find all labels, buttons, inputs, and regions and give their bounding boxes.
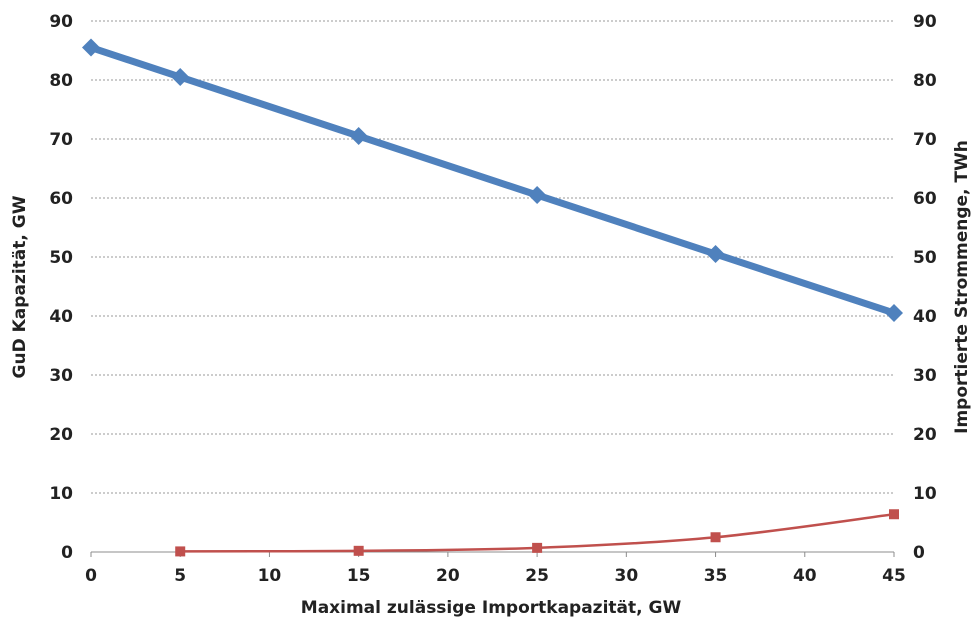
y-left-tick-label: 80 bbox=[49, 71, 73, 91]
data-point bbox=[353, 545, 364, 556]
x-axis-ticks: 0 5 10 15 20 25 30 35 40 45 bbox=[85, 566, 906, 586]
x-tick-label: 20 bbox=[436, 566, 460, 586]
y-axis-right-ticks: 0 10 20 30 40 50 60 70 80 90 bbox=[913, 12, 937, 563]
data-point bbox=[82, 38, 100, 57]
series-line bbox=[89, 44, 896, 317]
y-right-tick-label: 10 bbox=[913, 484, 937, 504]
y-left-tick-label: 70 bbox=[49, 130, 73, 150]
data-point bbox=[349, 127, 368, 146]
y-left-tick-label: 0 bbox=[61, 543, 73, 563]
series-2 bbox=[175, 509, 899, 557]
y-right-tick-label: 40 bbox=[913, 307, 937, 327]
y-right-tick-label: 30 bbox=[913, 366, 937, 386]
y-left-tick-label: 30 bbox=[49, 366, 73, 386]
data-point bbox=[706, 245, 725, 264]
data-point bbox=[710, 532, 721, 543]
x-tick-label: 5 bbox=[174, 566, 186, 586]
data-point bbox=[889, 509, 899, 520]
x-axis-title: Maximal zulässige Importkapazität, GW bbox=[301, 598, 682, 618]
data-point bbox=[528, 186, 547, 205]
y-right-tick-label: 80 bbox=[913, 71, 937, 91]
y-axis-right-title: Importierte Strommenge, TWh bbox=[952, 140, 972, 434]
data-point bbox=[532, 542, 543, 553]
y-left-tick-label: 50 bbox=[49, 248, 73, 268]
axes bbox=[90, 551, 895, 557]
y-right-tick-label: 90 bbox=[913, 12, 937, 32]
y-right-tick-label: 60 bbox=[913, 189, 937, 209]
series bbox=[82, 38, 903, 557]
y-left-tick-label: 40 bbox=[49, 307, 73, 327]
data-point bbox=[171, 68, 190, 87]
y-axis-left-ticks: 0 10 20 30 40 50 60 70 80 90 bbox=[49, 12, 73, 563]
y-right-tick-label: 0 bbox=[913, 543, 925, 563]
x-tick-label: 10 bbox=[258, 566, 282, 586]
x-tick-label: 45 bbox=[882, 566, 906, 586]
y-left-tick-label: 60 bbox=[49, 189, 73, 209]
y-right-tick-label: 50 bbox=[913, 248, 937, 268]
x-tick-label: 40 bbox=[793, 566, 817, 586]
y-left-tick-label: 10 bbox=[49, 484, 73, 504]
y-right-tick-label: 20 bbox=[913, 425, 937, 445]
x-tick-label: 15 bbox=[347, 566, 371, 586]
x-tick-label: 25 bbox=[525, 566, 549, 586]
series-1 bbox=[82, 38, 903, 323]
data-point bbox=[885, 304, 903, 323]
data-point bbox=[175, 546, 186, 557]
x-tick-label: 35 bbox=[704, 566, 728, 586]
y-axis-left-title: GuD Kapazität, GW bbox=[10, 195, 30, 378]
y-right-tick-label: 70 bbox=[913, 130, 937, 150]
x-tick-label: 0 bbox=[85, 566, 97, 586]
y-left-tick-label: 90 bbox=[49, 12, 73, 32]
x-tick-label: 30 bbox=[614, 566, 638, 586]
y-left-tick-label: 20 bbox=[49, 425, 73, 445]
grid-lines bbox=[91, 20, 894, 494]
